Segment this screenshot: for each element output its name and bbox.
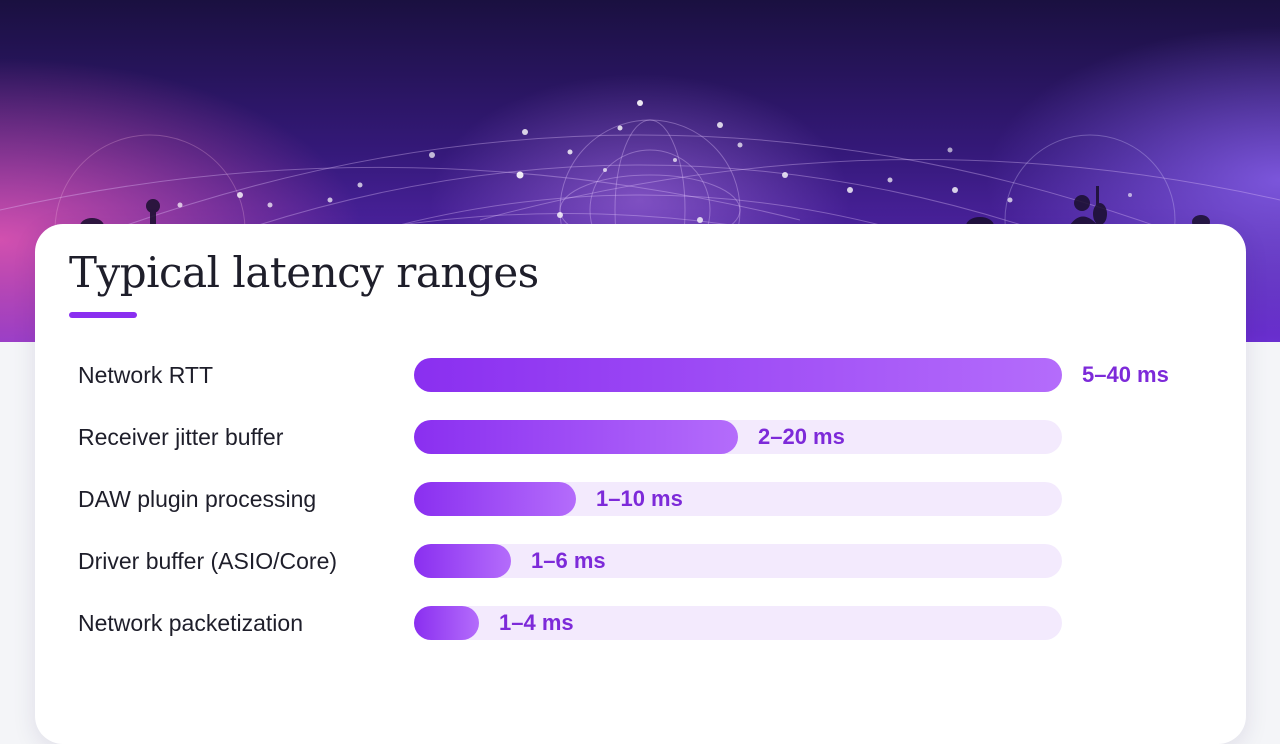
chart-title: Typical latency ranges [69, 248, 539, 297]
title-underline [69, 312, 137, 318]
musician-silhouette-icon [1074, 195, 1090, 211]
chart-card [35, 224, 1246, 744]
